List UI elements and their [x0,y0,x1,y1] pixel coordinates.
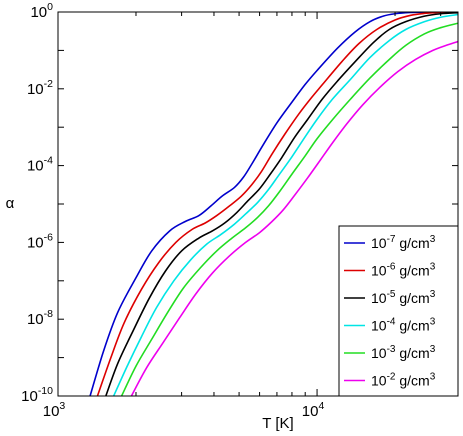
x-axis-label: T [K] [262,415,293,432]
series-line-4 [120,22,458,396]
y-tick-label: 10-2 [27,78,53,98]
legend-label-0: 10-7 g/cm3 [371,234,436,251]
y-tick-label: 10-6 [27,231,53,251]
series-line-3 [112,13,458,396]
legend-label-2: 10-5 g/cm3 [371,289,436,306]
y-axis-label: α [6,195,15,212]
legend: 10-7 g/cm3 10-6 g/cm3 10-5 g/cm3 10-4 g/cm3… [338,225,459,397]
x-tick-label: 103 [43,400,66,420]
series-line-1 [96,12,458,396]
legend-box [338,225,459,397]
y-tick-label: 10-4 [27,155,53,175]
legend-label-4: 10-3 g/cm3 [371,344,436,361]
series-lines [89,12,458,396]
legend-label-5: 10-2 g/cm3 [371,372,436,389]
series-line-2 [105,12,458,396]
legend-label-1: 10-6 g/cm3 [371,262,436,279]
y-tick-label: 10-10 [21,385,53,405]
y-tick-label: 10-8 [27,308,53,328]
series-line-5 [130,40,458,396]
x-tick-label: 104 [302,400,325,420]
legend-label-3: 10-4 g/cm3 [371,317,436,334]
y-tick-label: 100 [30,1,53,21]
series-line-0 [89,12,458,396]
